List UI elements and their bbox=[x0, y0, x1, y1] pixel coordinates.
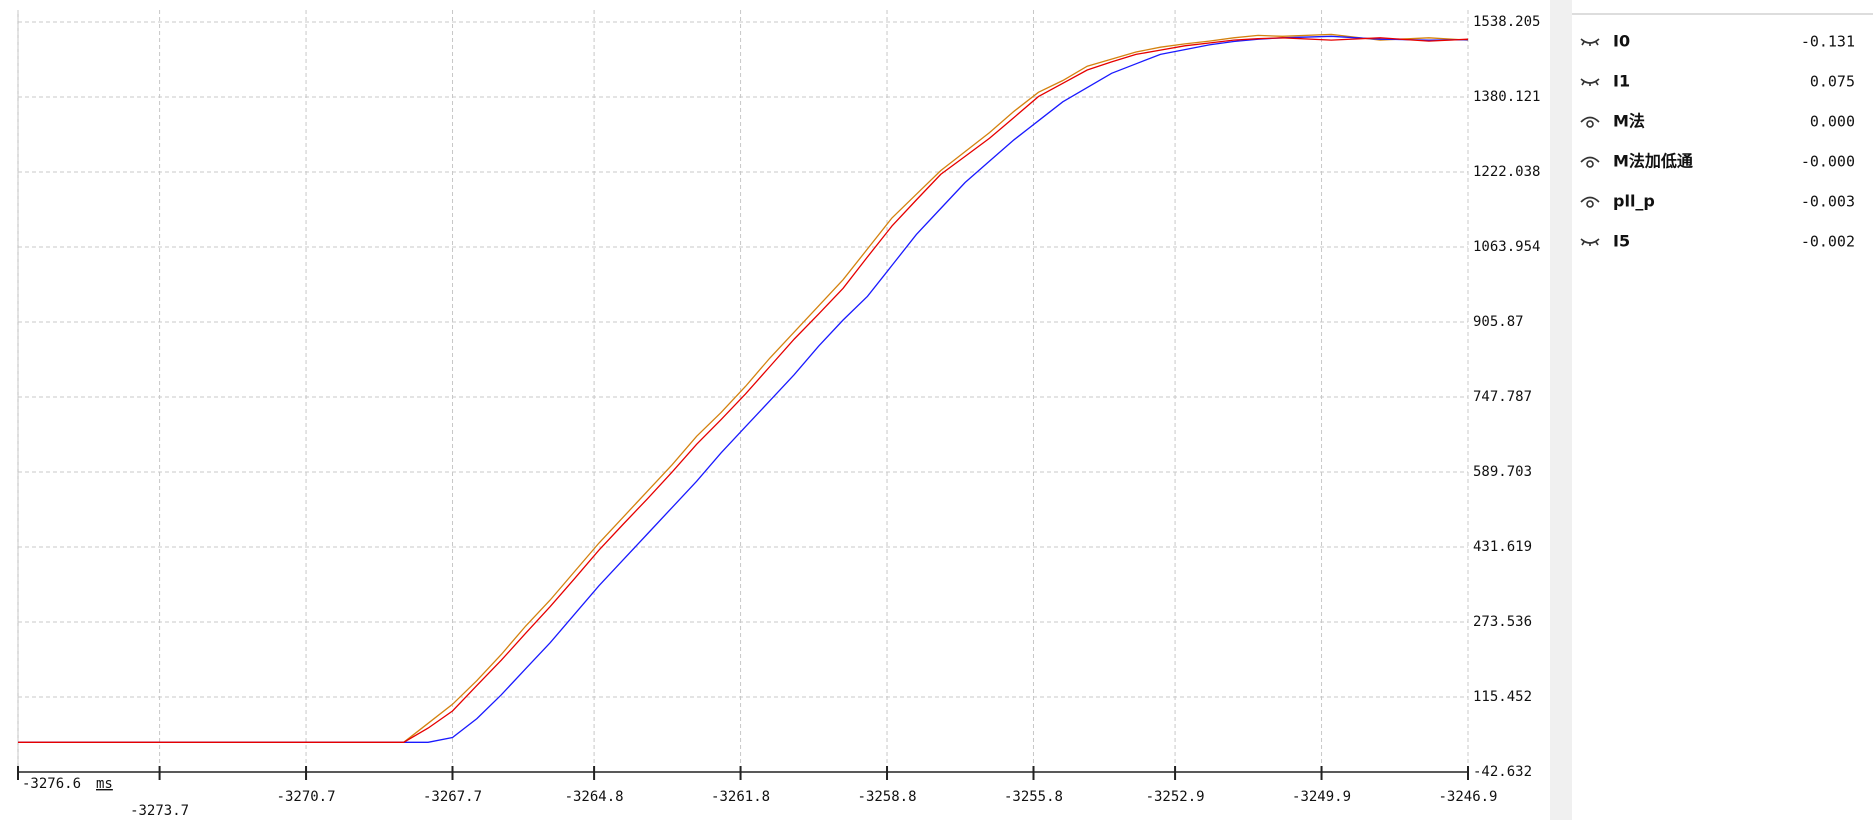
series-line bbox=[18, 33, 1469, 743]
x-tick-label: -3255.8 bbox=[1004, 789, 1063, 805]
eye-closed[interactable] bbox=[1580, 238, 1600, 246]
eye-pupil[interactable] bbox=[1586, 200, 1594, 208]
channel-name[interactable]: I0 bbox=[1613, 32, 1630, 51]
y-tick-label: 589.703 bbox=[1473, 464, 1532, 480]
y-tick-label: 1222.038 bbox=[1473, 164, 1540, 180]
x-tick-label: -3261.8 bbox=[711, 789, 770, 805]
y-tick-label: 115.452 bbox=[1473, 689, 1532, 705]
eye-open[interactable] bbox=[1580, 116, 1600, 123]
channel-name[interactable]: I5 bbox=[1613, 232, 1630, 251]
y-tick-label: 1063.954 bbox=[1473, 239, 1540, 255]
eye-closed[interactable] bbox=[1580, 78, 1600, 86]
plot-panel bbox=[0, 0, 1550, 820]
y-tick-label: -42.632 bbox=[1473, 764, 1532, 780]
x-tick-label: -3246.9 bbox=[1438, 789, 1497, 805]
y-tick-label: 905.87 bbox=[1473, 314, 1524, 330]
channel-readout: -0.002 bbox=[1801, 233, 1855, 251]
x-tick-label: -3249.9 bbox=[1292, 789, 1351, 805]
eye-open[interactable] bbox=[1580, 196, 1600, 203]
series-line bbox=[18, 37, 1469, 743]
eye-open[interactable] bbox=[1580, 156, 1600, 163]
eye-pupil[interactable] bbox=[1586, 160, 1594, 168]
eye-pupil[interactable] bbox=[1586, 120, 1594, 128]
splitter bbox=[1550, 0, 1572, 820]
eye-closed[interactable] bbox=[1580, 38, 1600, 46]
x-tick-label: -3264.8 bbox=[565, 789, 624, 805]
channel-name[interactable]: I1 bbox=[1613, 72, 1630, 91]
x-tick-label: -3270.7 bbox=[277, 789, 336, 805]
channel-readout: 0.075 bbox=[1810, 73, 1855, 91]
channel-name[interactable]: M法 bbox=[1613, 112, 1645, 131]
x-tick-label: -3267.7 bbox=[423, 789, 482, 805]
channel-readout: -0.000 bbox=[1801, 153, 1855, 171]
x-tick-label: -3258.8 bbox=[858, 789, 917, 805]
y-tick-label: 1380.121 bbox=[1473, 89, 1540, 105]
x-unit: ms bbox=[96, 776, 113, 792]
channel-readout: 0.000 bbox=[1810, 113, 1855, 131]
x-tick-label: -3252.9 bbox=[1146, 789, 1205, 805]
series-line bbox=[18, 35, 1469, 743]
y-tick-label: 273.536 bbox=[1473, 614, 1532, 630]
y-tick-label: 431.619 bbox=[1473, 539, 1532, 555]
channel-readout: -0.131 bbox=[1801, 33, 1855, 51]
x-tick-label: -3276.6 bbox=[22, 776, 81, 792]
channel-name[interactable]: M法加低通 bbox=[1613, 152, 1693, 171]
channel-name[interactable]: pll_p bbox=[1613, 192, 1655, 211]
channel-readout: -0.003 bbox=[1801, 193, 1855, 211]
x-tick-label: -3273.7 bbox=[130, 803, 189, 819]
y-tick-label: 747.787 bbox=[1473, 389, 1532, 405]
y-tick-label: 1538.205 bbox=[1473, 14, 1540, 30]
